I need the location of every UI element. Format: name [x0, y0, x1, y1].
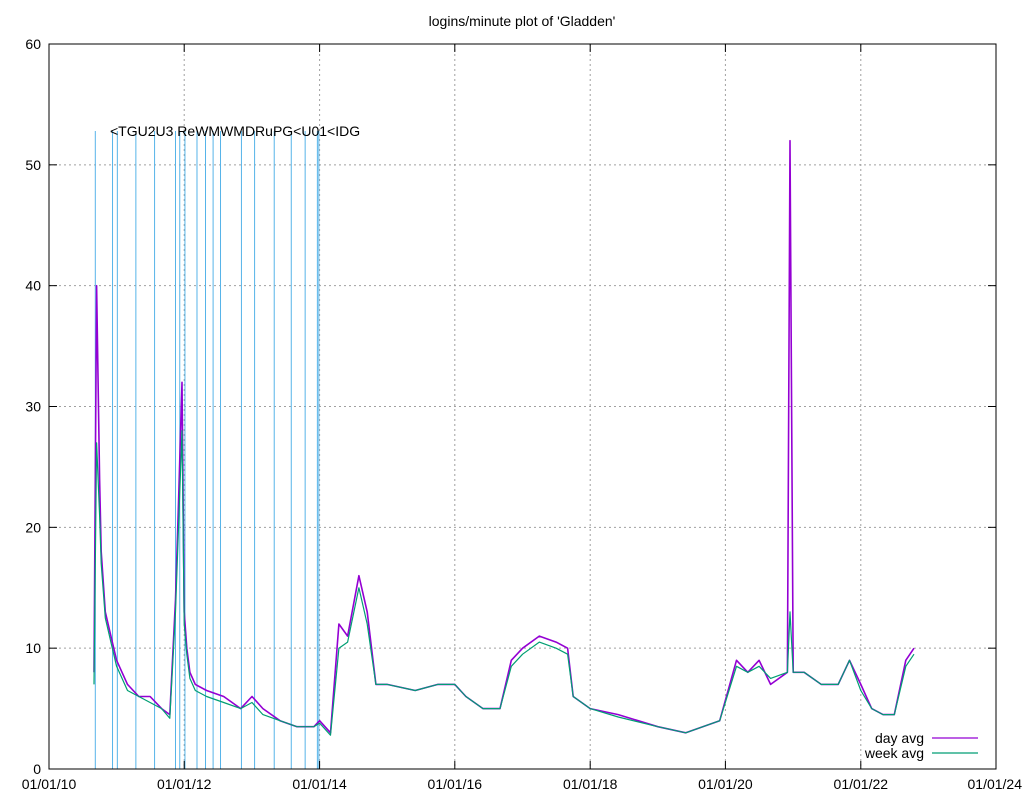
- y-tick-label: 40: [25, 278, 41, 294]
- x-tick-label: 01/01/20: [698, 776, 753, 792]
- y-tick-label: 30: [25, 399, 41, 415]
- x-tick-label: 01/01/10: [22, 776, 77, 792]
- legend-label: week avg: [864, 745, 924, 761]
- x-tick-label: 01/01/18: [563, 776, 618, 792]
- y-tick-label: 0: [33, 761, 41, 777]
- axis-ticks: 0 10 20 30 40 50 60 01/01/10 01/01/12 01/01/14 01/…: [22, 36, 1022, 792]
- x-tick-label: 01/01/12: [157, 776, 212, 792]
- y-tick-label: 50: [25, 157, 41, 173]
- x-tick-label: 01/01/14: [292, 776, 347, 792]
- series-lines: [93, 139, 915, 736]
- chart-title: logins/minute plot of 'Gladden': [429, 13, 616, 29]
- x-tick-label: 01/01/24: [968, 776, 1023, 792]
- series-line-day-avg: [93, 139, 915, 734]
- event-markers: [94, 131, 320, 769]
- legend-label: day avg: [875, 730, 924, 746]
- event-label: <TGU2U3 ReWMWMDRuPG<U01<IDG: [110, 123, 360, 139]
- plot-frame: [48, 43, 997, 770]
- x-tick-label: 01/01/16: [428, 776, 483, 792]
- x-tick-label: 01/01/22: [834, 776, 889, 792]
- y-tick-label: 20: [25, 519, 41, 535]
- series-line-week-avg: [93, 430, 915, 736]
- y-tick-label: 60: [25, 36, 41, 52]
- y-tick-label: 10: [25, 640, 41, 656]
- grid: [49, 44, 996, 769]
